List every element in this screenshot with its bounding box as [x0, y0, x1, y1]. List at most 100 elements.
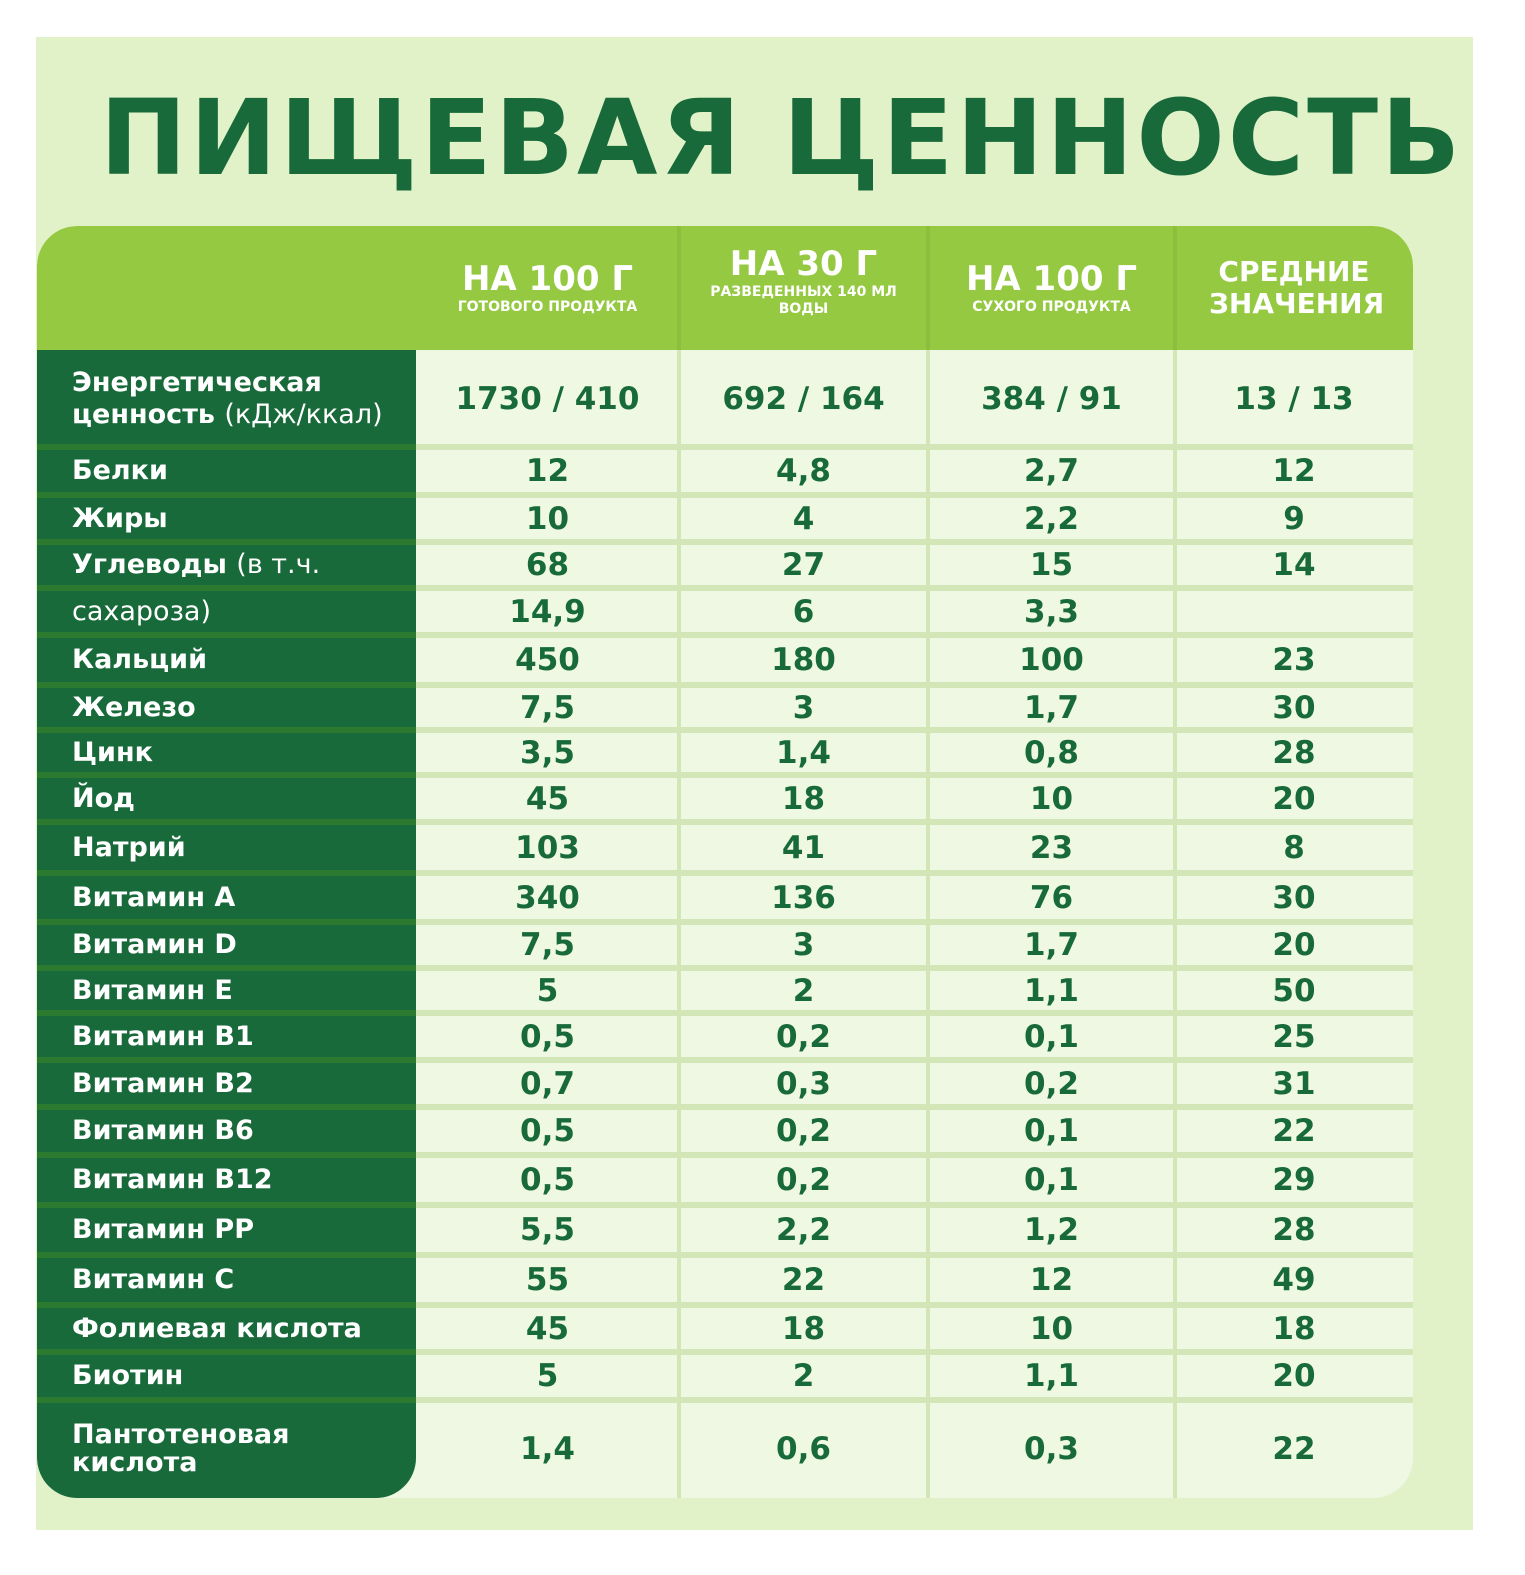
table-row: Кальций 450 180 100 23 — [37, 635, 1413, 688]
cell-value: 20 — [1272, 1358, 1316, 1394]
table-row: Железо 7,5 3 1,7 30 — [37, 685, 1413, 733]
row-label-text: Кальций — [72, 644, 207, 675]
row-label: Витамин C — [37, 1255, 416, 1305]
cell-value: 12 — [1272, 453, 1316, 489]
row-divider-dark — [37, 727, 416, 733]
row-divider-dark — [37, 1104, 416, 1110]
row-label-text: Витамин C — [72, 1264, 235, 1295]
row-divider — [37, 1202, 1413, 1208]
row-label: Кальций — [37, 635, 416, 685]
table-row: Пантотеновая кислота 1,4 0,6 0,3 22 — [37, 1400, 1413, 1498]
cell-value: 31 — [1272, 1065, 1316, 1102]
row-label: Йод — [37, 775, 416, 822]
row-label-text: Йод — [72, 782, 135, 814]
column-header-main: СРЕДНИЕ ЗНАЧЕНИЯ — [1209, 255, 1385, 320]
row-label-extra: сахароза) — [72, 595, 212, 627]
cell-value: 29 — [1272, 1162, 1316, 1198]
cell-value: 10 — [1029, 1310, 1074, 1347]
cell-value: 6 — [792, 593, 815, 630]
table-row: Углеводы (в т.ч. 68 27 15 14 — [37, 542, 1413, 591]
row-label-text: Белки — [72, 455, 168, 486]
column-header-main: НА 30 Г — [729, 244, 878, 284]
cell-value: 4,8 — [776, 453, 831, 489]
row-label-text: Биотин — [72, 1360, 184, 1391]
row-divider — [37, 1057, 1413, 1063]
row-label: Натрий — [37, 822, 416, 873]
row-label: Фолиевая кислота — [37, 1305, 416, 1352]
cell-value: 55 — [525, 1262, 570, 1298]
cell-value: 20 — [1272, 927, 1316, 963]
column-header-per-30g: НА 30 Г РАЗВЕДЕННЫХ 140 МЛ ВОДЫ — [679, 226, 928, 350]
table-row: Белки 12 4,8 2,7 12 — [37, 447, 1413, 498]
table-row: Цинк 3,5 1,4 0,8 28 — [37, 730, 1413, 778]
cell-value: 45 — [525, 780, 570, 817]
cell-value: 1,1 — [1024, 1358, 1079, 1394]
cell-value: 12 — [525, 453, 570, 489]
row-divider-dark — [37, 1397, 416, 1403]
row-label: Железо — [37, 685, 416, 730]
row-label-extra: (в т.ч. — [236, 549, 321, 580]
table-row: Витамин B6 0,5 0,2 0,1 22 — [37, 1107, 1413, 1158]
column-header-sub: РАЗВЕДЕННЫХ 140 МЛ ВОДЫ — [710, 284, 897, 317]
row-label-text: Жиры — [72, 502, 168, 534]
cell-value: 1,7 — [1024, 689, 1079, 726]
cell-value: 0,1 — [1024, 1018, 1079, 1055]
cell-value: 20 — [1272, 780, 1316, 817]
row-divider — [37, 1302, 1413, 1308]
row-divider — [37, 682, 1413, 688]
cell-value: 2 — [792, 972, 815, 1009]
column-header-main: НА 100 Г — [461, 258, 634, 299]
row-label-text: Витамин PP — [72, 1214, 254, 1245]
cell-value: 41 — [781, 829, 826, 866]
page-title: ПИЩЕВАЯ ЦЕННОСТЬ — [99, 77, 1464, 199]
row-divider-dark — [37, 585, 416, 591]
cell-value: 1730 / 410 — [455, 380, 640, 417]
cell-value: 100 — [1019, 642, 1084, 678]
cell-value: 0,2 — [776, 1018, 831, 1055]
table-row: Витамин E 5 2 1,1 50 — [37, 968, 1413, 1016]
row-divider-dark — [37, 1202, 416, 1208]
column-divider — [926, 226, 930, 1498]
table-row: Витамин B12 0,5 0,2 0,1 29 — [37, 1155, 1413, 1208]
row-divider-dark — [37, 539, 416, 545]
row-divider-dark — [37, 965, 416, 971]
cell-value: 28 — [1272, 1212, 1316, 1248]
row-divider-dark — [37, 919, 416, 925]
cell-value: 0,1 — [1024, 1113, 1079, 1149]
cell-value: 14,9 — [509, 593, 586, 630]
column-header-average: СРЕДНИЕ ЗНАЧЕНИЯ — [1175, 226, 1413, 350]
cell-value: 14 — [1272, 547, 1316, 583]
row-label: сахароза) — [37, 588, 416, 635]
cell-value: 27 — [781, 547, 826, 583]
row-divider — [37, 1104, 1413, 1110]
cell-value: 28 — [1272, 734, 1316, 771]
row-divider — [37, 819, 1413, 825]
cell-value: 1,4 — [520, 1431, 575, 1467]
row-divider — [37, 1397, 1413, 1403]
cell-value: 0,3 — [1024, 1431, 1079, 1467]
row-label: Витамин B12 — [37, 1155, 416, 1205]
cell-value: 18 — [1272, 1310, 1316, 1347]
row-divider-dark — [37, 1302, 416, 1308]
cell-value: 0,5 — [520, 1162, 575, 1198]
header-divider — [926, 226, 930, 350]
table-row: Витамин A 340 136 76 30 — [37, 873, 1413, 925]
cell-value: 8 — [1283, 829, 1305, 866]
table-row: Витамин PP 5,5 2,2 1,2 28 — [37, 1205, 1413, 1258]
header-divider — [677, 226, 681, 350]
column-header-sub: СУХОГО ПРОДУКТА — [972, 298, 1131, 315]
cell-value: 0,2 — [776, 1113, 831, 1149]
table-row: Фолиевая кислота 45 18 10 18 — [37, 1305, 1413, 1355]
cell-value: 23 — [1272, 642, 1316, 678]
column-divider — [677, 226, 681, 1498]
cell-value: 22 — [781, 1262, 826, 1298]
column-header-main: НА 100 Г — [965, 258, 1138, 299]
row-label-text: Энергетическая ценность — [72, 366, 322, 430]
row-divider — [37, 492, 1413, 498]
cell-value: 18 — [781, 780, 826, 817]
table-row: Натрий 103 41 23 8 — [37, 822, 1413, 876]
cell-value: 180 — [771, 642, 836, 678]
row-divider — [37, 585, 1413, 591]
cell-value: 1,4 — [776, 734, 831, 771]
cell-value: 0,3 — [776, 1065, 831, 1102]
